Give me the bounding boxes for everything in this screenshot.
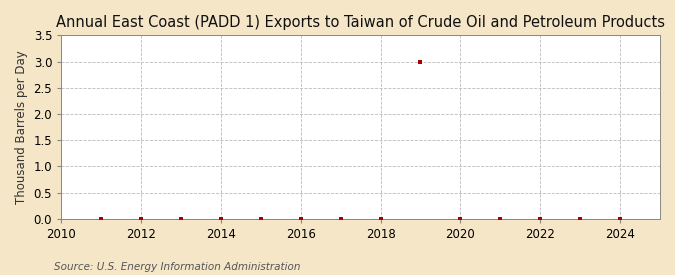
Point	[455, 216, 466, 221]
Point	[375, 216, 386, 221]
Point	[96, 216, 107, 221]
Point	[215, 216, 226, 221]
Point	[255, 216, 266, 221]
Title: Annual East Coast (PADD 1) Exports to Taiwan of Crude Oil and Petroleum Products: Annual East Coast (PADD 1) Exports to Ta…	[56, 15, 665, 30]
Point	[136, 216, 146, 221]
Point	[615, 216, 626, 221]
Point	[495, 216, 506, 221]
Point	[176, 216, 186, 221]
Point	[415, 59, 426, 64]
Text: Source: U.S. Energy Information Administration: Source: U.S. Energy Information Administ…	[54, 262, 300, 272]
Y-axis label: Thousand Barrels per Day: Thousand Barrels per Day	[15, 50, 28, 204]
Point	[335, 216, 346, 221]
Point	[574, 216, 585, 221]
Point	[535, 216, 545, 221]
Point	[296, 216, 306, 221]
